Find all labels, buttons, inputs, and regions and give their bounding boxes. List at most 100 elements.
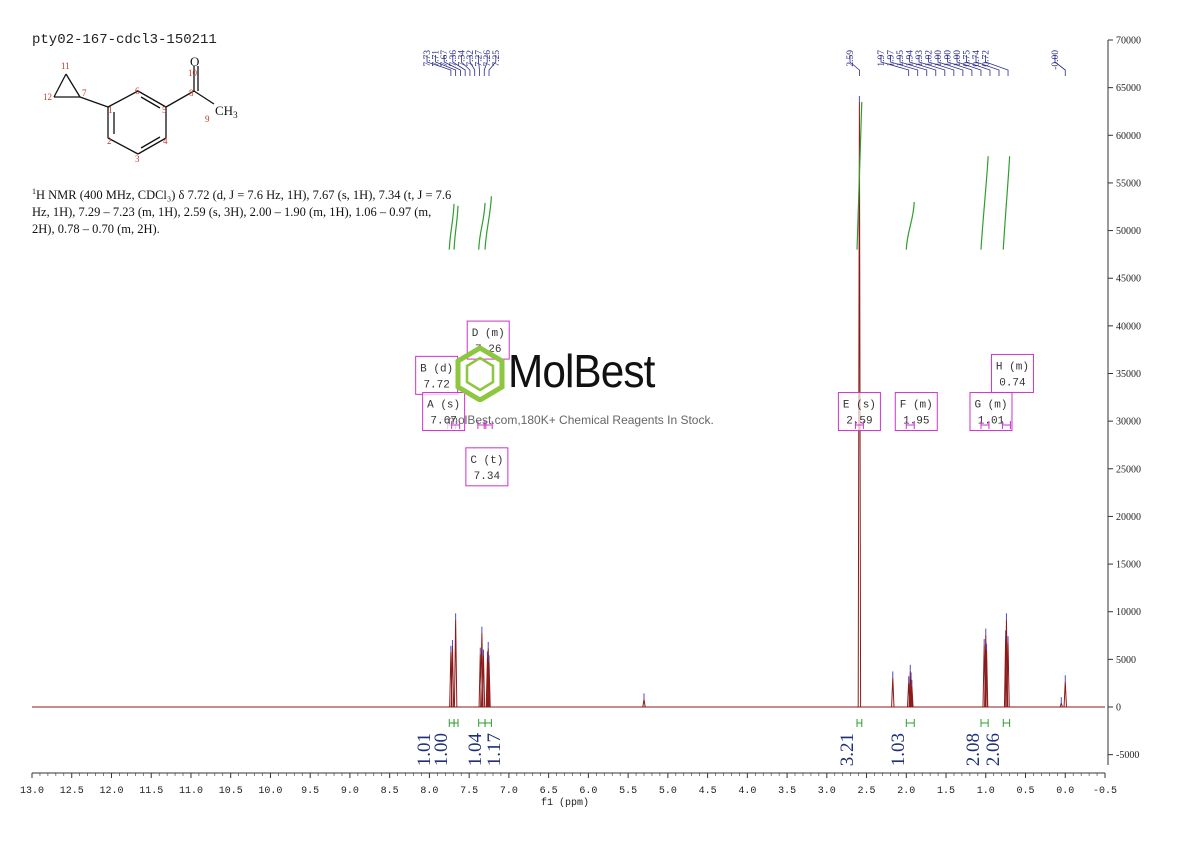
spectrum-peak [1059,701,1063,708]
atom-label-2: 2 [107,136,112,146]
multiplet-shift: 7.34 [474,471,501,483]
integral-value: 1.04 [465,733,486,767]
x-tick-label: 8.5 [381,786,399,797]
multiplet-letter: H (m) [996,361,1029,373]
peak-label: 0.74 [972,50,982,67]
x-tick-label: 2.0 [897,786,915,797]
peak-label: 7.27 [475,50,485,67]
spectrum-peak [984,649,989,708]
peak-label-leader [435,55,457,76]
peak-label: 1.00 [934,50,944,67]
y-tick-label: 70000 [1116,36,1141,47]
molecule-atom-labels: 11 12 7 1 6 5 4 3 2 8 10 9 [43,61,210,164]
peak-label-leader [483,55,488,76]
sample-name: pty02-167-cdcl3-150211 [32,32,217,48]
x-tick-label: 12.5 [60,786,84,797]
atom-label-10: 10 [188,68,198,78]
multiplet-box [422,392,466,432]
nmr-description: 1H NMR (400 MHz, CDCl₃) δ 7.72 (d, J = 7… [32,183,452,238]
watermark: MolBest molBest.com,180K+ Chemical Reage… [448,345,752,436]
watermark-name: MolBest [508,345,655,397]
peak-label: 0.72 [982,50,992,67]
y-tick-label: 15000 [1116,560,1141,571]
spectrum-peak [857,101,862,708]
x-tick-label: 11.0 [179,786,203,797]
x-tick-label: 5.0 [659,786,677,797]
peak-label-leader [443,55,461,76]
molecule-element-labels: O CH3 [190,54,238,120]
peak-label-leader [1054,55,1066,76]
integral-value: 2.08 [963,733,984,766]
x-tick-label: 6.0 [579,786,597,797]
atom-label-7: 7 [82,88,87,98]
peak-label-leader [928,55,955,76]
peak-label: 1.00 [944,50,954,67]
peak-label: 1.93 [915,50,925,67]
atom-label-4: 4 [163,136,168,146]
spectrum-peak [1006,642,1010,708]
multiplet-box [837,392,881,432]
y-tick-label: 50000 [1116,226,1141,237]
multiplet-shift: 1.95 [903,416,929,428]
peak-label-leader [426,55,452,76]
integral-curve [448,203,455,250]
description-superscript: 1 [32,187,36,196]
integral-curve [453,205,459,250]
peak-label-leader [488,55,497,76]
spectrum-peak [984,634,988,708]
spectrum-trace [32,95,1105,708]
peak-label-leader [899,55,928,76]
peak-label-leader [985,55,1009,76]
peak-label: 7.26 [483,50,493,67]
y-tick-label: 10000 [1116,607,1141,618]
x-tick-label: 10.0 [258,786,282,797]
integral-value: 1.00 [431,733,452,766]
spectrum-peak [642,699,646,708]
x-tick-label: 3.5 [778,786,796,797]
peak-label: 1.97 [887,50,897,67]
integral-value: 3.21 [837,733,858,766]
peak-label: -0.00 [1051,50,1061,70]
integral-value: 1.17 [484,733,505,766]
atom-label-11: 11 [61,61,70,71]
multiplet-box [465,447,509,487]
watermark-subtitle: molBest.com,180K+ Chemical Reagents In S… [448,413,714,427]
integral-curves [448,101,1011,250]
peak-label: 0.75 [963,50,973,67]
integral-value: 1.01 [414,733,435,766]
y-tick-label: 25000 [1116,464,1141,475]
atom-label-12: 12 [43,92,52,102]
peak-label: 2.59 [846,50,856,67]
atom-label-6: 6 [135,86,140,96]
spectrum-peak [486,647,490,708]
multiplet-box [894,392,938,432]
peak-label-leader [966,55,991,76]
molecule-structure [53,66,215,155]
peak-label: 7.71 [432,50,442,67]
multiplet-shift: 2.59 [846,416,872,428]
spectrum-peak [891,677,895,708]
multiplet-letter: B (d) [420,363,453,375]
peak-label: 1.97 [877,50,887,67]
atom-label-3: 3 [135,154,140,164]
multiplet-letter: A (s) [427,400,460,412]
integral-values: 1.011.00 1.041.17 3.21 1.03 2.08 2.06 [414,719,1011,767]
multiplet-shift: 0.74 [999,377,1026,389]
multiplet-letter: E (s) [843,400,876,412]
y-tick-label: 35000 [1116,369,1141,380]
peak-label: 1.02 [925,50,935,67]
x-tick-label: 1.5 [937,786,955,797]
multiplet-shift: 7.72 [423,379,449,391]
x-tick-label: 0.5 [1017,786,1035,797]
x-tick-label: 9.5 [301,786,319,797]
peak-label-leader [909,55,937,76]
x-tick-label: 5.5 [619,786,637,797]
x-tick-label: 7.0 [500,786,518,797]
peak-label-leader [890,55,919,76]
x-tick-label: 7.5 [460,786,478,797]
peak-label-leader [452,55,466,76]
x-tick-label: 6.5 [540,786,558,797]
methyl-label: CH3 [215,103,238,120]
multiplet-shift: 1.01 [978,416,1005,428]
